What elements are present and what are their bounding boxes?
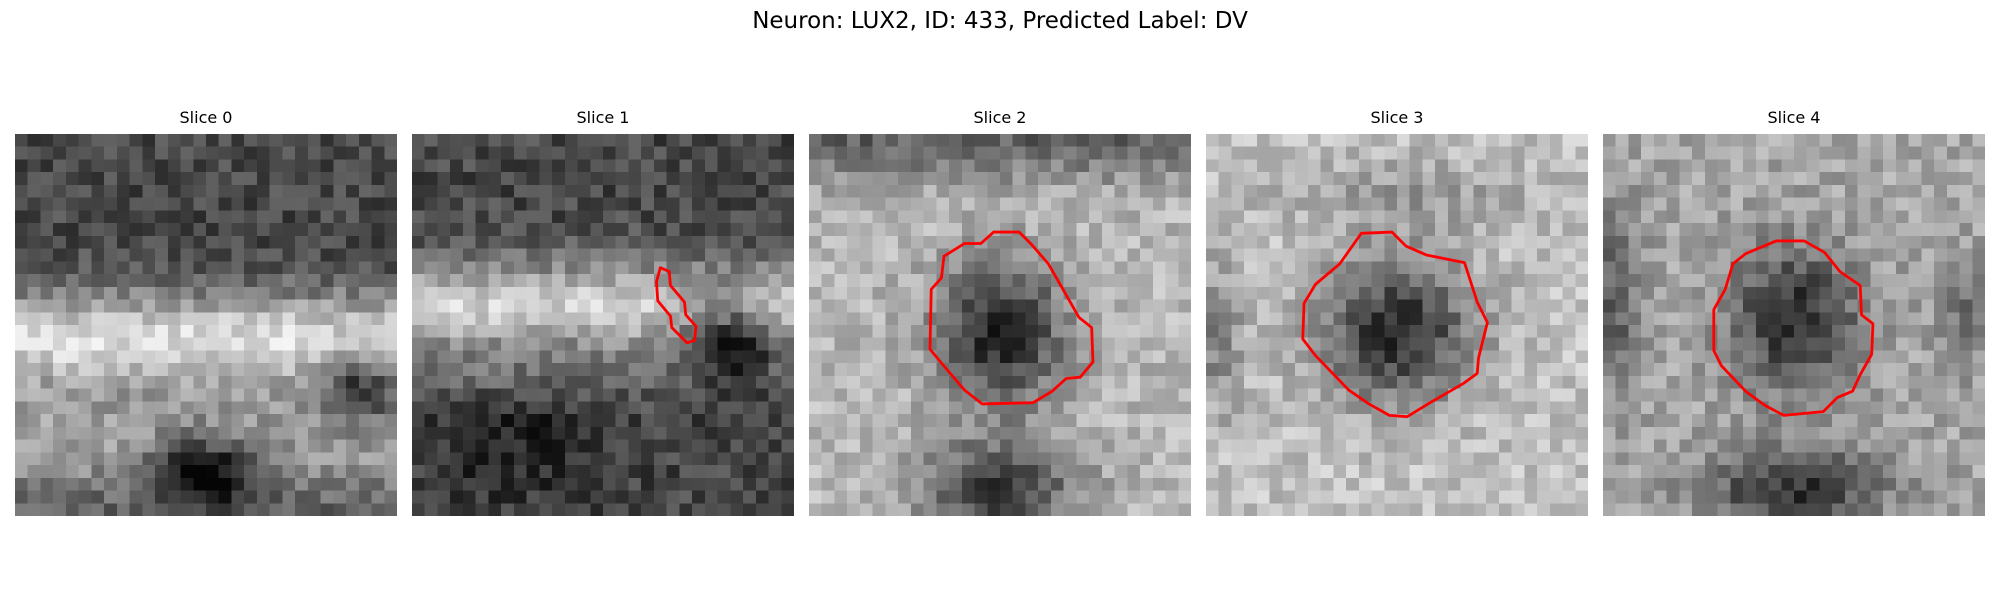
slice-image-0 xyxy=(15,134,397,516)
slice-title-1: Slice 1 xyxy=(576,108,630,127)
slice-title-4: Slice 4 xyxy=(1767,108,1821,127)
slice-title-3: Slice 3 xyxy=(1370,108,1424,127)
slice-image-2 xyxy=(809,134,1191,516)
pixel-grid xyxy=(1206,134,1588,516)
roi-contour xyxy=(928,230,1095,406)
figure-title: Neuron: LUX2, ID: 433, Predicted Label: … xyxy=(752,8,1248,34)
slice-title-0: Slice 0 xyxy=(179,108,233,127)
pixel-grid xyxy=(809,134,1191,516)
roi-contour xyxy=(655,266,698,345)
slice-title-2: Slice 2 xyxy=(973,108,1027,127)
pixel-grid xyxy=(412,134,794,516)
roi-contour xyxy=(1712,239,1875,417)
pixel-grid xyxy=(1603,134,1985,516)
slice-image-4 xyxy=(1603,134,1985,516)
slice-image-1 xyxy=(412,134,794,516)
roi-contour xyxy=(1301,230,1489,419)
slice-image-3 xyxy=(1206,134,1588,516)
pixel-grid xyxy=(15,134,397,516)
